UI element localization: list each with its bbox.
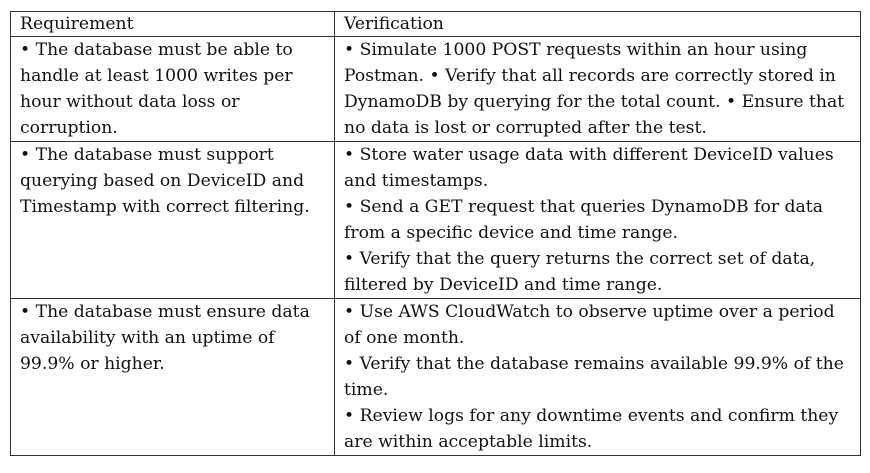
verification-step: • Simulate 1000 POST requests within an …	[344, 40, 808, 86]
requirement-cell: • The database must ensure data availabi…	[10, 298, 335, 456]
requirement-cell: • The database must support querying bas…	[10, 141, 335, 299]
verification-step: • Ensure that no data is lost or corrupt…	[344, 92, 845, 138]
verification-step: • Review logs for any downtime events an…	[344, 406, 839, 452]
requirement-cell: • The database must be able to handle at…	[10, 36, 335, 142]
verification-column-header: Verification	[334, 11, 861, 37]
verification-step: • Verify that the query returns the corr…	[344, 249, 816, 295]
requirements-verification-table: Requirement Verification • The database …	[10, 11, 861, 456]
table-row: • The database must be able to handle at…	[10, 36, 861, 142]
verification-step: • Verify that all records are correctly …	[344, 66, 836, 112]
verification-cell: • Use AWS CloudWatch to observe uptime o…	[334, 298, 861, 456]
requirement-column-header: Requirement	[10, 11, 335, 37]
table-row: • The database must support querying bas…	[10, 141, 861, 299]
verification-step: • Store water usage data with different …	[344, 145, 834, 191]
verification-step: • Send a GET request that queries Dynamo…	[344, 197, 823, 243]
table-row: • The database must ensure data availabi…	[10, 298, 861, 456]
verification-cell: • Store water usage data with different …	[334, 141, 861, 299]
verification-step: • Use AWS CloudWatch to observe uptime o…	[344, 302, 835, 348]
verification-step: • Verify that the database remains avail…	[344, 354, 844, 400]
verification-cell: • Simulate 1000 POST requests within an …	[334, 36, 861, 142]
table-header-row: Requirement Verification	[10, 11, 861, 37]
